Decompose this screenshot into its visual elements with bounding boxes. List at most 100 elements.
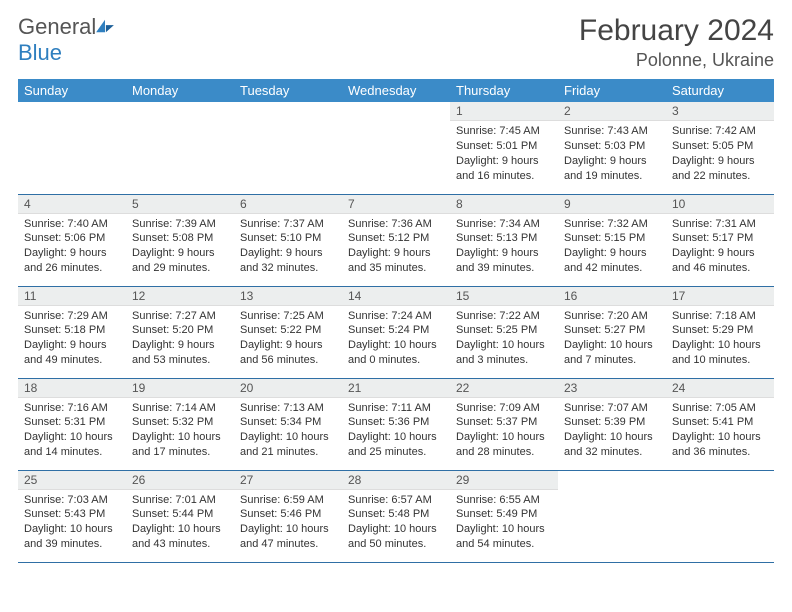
day-header: Tuesday bbox=[234, 79, 342, 102]
calendar-cell: 18Sunrise: 7:16 AMSunset: 5:31 PMDayligh… bbox=[18, 378, 126, 470]
day-details: Sunrise: 7:18 AMSunset: 5:29 PMDaylight:… bbox=[666, 306, 774, 372]
day-number: 8 bbox=[450, 195, 558, 214]
day-details: Sunrise: 7:13 AMSunset: 5:34 PMDaylight:… bbox=[234, 398, 342, 464]
calendar-cell: 12Sunrise: 7:27 AMSunset: 5:20 PMDayligh… bbox=[126, 286, 234, 378]
calendar-table: Sunday Monday Tuesday Wednesday Thursday… bbox=[18, 79, 774, 563]
day-details: Sunrise: 6:55 AMSunset: 5:49 PMDaylight:… bbox=[450, 490, 558, 556]
day-number: 21 bbox=[342, 379, 450, 398]
day-details: Sunrise: 6:59 AMSunset: 5:46 PMDaylight:… bbox=[234, 490, 342, 556]
day-number: 12 bbox=[126, 287, 234, 306]
calendar-cell: 4Sunrise: 7:40 AMSunset: 5:06 PMDaylight… bbox=[18, 194, 126, 286]
day-number: 4 bbox=[18, 195, 126, 214]
day-number: 27 bbox=[234, 471, 342, 490]
day-details: Sunrise: 7:34 AMSunset: 5:13 PMDaylight:… bbox=[450, 214, 558, 280]
day-details: Sunrise: 7:40 AMSunset: 5:06 PMDaylight:… bbox=[18, 214, 126, 280]
calendar-cell: .. bbox=[18, 102, 126, 194]
calendar-cell: 28Sunrise: 6:57 AMSunset: 5:48 PMDayligh… bbox=[342, 470, 450, 562]
logo: General Blue bbox=[18, 14, 116, 66]
calendar-cell: .. bbox=[558, 470, 666, 562]
calendar-body: ........1Sunrise: 7:45 AMSunset: 5:01 PM… bbox=[18, 102, 774, 562]
day-number: 20 bbox=[234, 379, 342, 398]
calendar-cell: 21Sunrise: 7:11 AMSunset: 5:36 PMDayligh… bbox=[342, 378, 450, 470]
calendar-cell: 25Sunrise: 7:03 AMSunset: 5:43 PMDayligh… bbox=[18, 470, 126, 562]
day-details: Sunrise: 7:32 AMSunset: 5:15 PMDaylight:… bbox=[558, 214, 666, 280]
calendar-cell: 27Sunrise: 6:59 AMSunset: 5:46 PMDayligh… bbox=[234, 470, 342, 562]
calendar-cell: 11Sunrise: 7:29 AMSunset: 5:18 PMDayligh… bbox=[18, 286, 126, 378]
day-details: Sunrise: 6:57 AMSunset: 5:48 PMDaylight:… bbox=[342, 490, 450, 556]
day-details: Sunrise: 7:16 AMSunset: 5:31 PMDaylight:… bbox=[18, 398, 126, 464]
calendar-cell: 13Sunrise: 7:25 AMSunset: 5:22 PMDayligh… bbox=[234, 286, 342, 378]
day-details: Sunrise: 7:11 AMSunset: 5:36 PMDaylight:… bbox=[342, 398, 450, 464]
day-number: 10 bbox=[666, 195, 774, 214]
day-details: Sunrise: 7:20 AMSunset: 5:27 PMDaylight:… bbox=[558, 306, 666, 372]
calendar-cell: 1Sunrise: 7:45 AMSunset: 5:01 PMDaylight… bbox=[450, 102, 558, 194]
calendar-cell: 16Sunrise: 7:20 AMSunset: 5:27 PMDayligh… bbox=[558, 286, 666, 378]
day-details: Sunrise: 7:31 AMSunset: 5:17 PMDaylight:… bbox=[666, 214, 774, 280]
day-number: 19 bbox=[126, 379, 234, 398]
calendar-cell: .. bbox=[234, 102, 342, 194]
calendar-header-row: Sunday Monday Tuesday Wednesday Thursday… bbox=[18, 79, 774, 102]
day-header: Wednesday bbox=[342, 79, 450, 102]
day-details: Sunrise: 7:45 AMSunset: 5:01 PMDaylight:… bbox=[450, 121, 558, 187]
calendar-cell: 10Sunrise: 7:31 AMSunset: 5:17 PMDayligh… bbox=[666, 194, 774, 286]
day-number: 29 bbox=[450, 471, 558, 490]
calendar-cell: .. bbox=[666, 470, 774, 562]
day-details: Sunrise: 7:24 AMSunset: 5:24 PMDaylight:… bbox=[342, 306, 450, 372]
day-header: Sunday bbox=[18, 79, 126, 102]
day-number: 23 bbox=[558, 379, 666, 398]
calendar-cell: 3Sunrise: 7:42 AMSunset: 5:05 PMDaylight… bbox=[666, 102, 774, 194]
day-details: Sunrise: 7:42 AMSunset: 5:05 PMDaylight:… bbox=[666, 121, 774, 187]
calendar-cell: 17Sunrise: 7:18 AMSunset: 5:29 PMDayligh… bbox=[666, 286, 774, 378]
day-number: 9 bbox=[558, 195, 666, 214]
day-details: Sunrise: 7:29 AMSunset: 5:18 PMDaylight:… bbox=[18, 306, 126, 372]
day-details: Sunrise: 7:01 AMSunset: 5:44 PMDaylight:… bbox=[126, 490, 234, 556]
day-number: 6 bbox=[234, 195, 342, 214]
day-number: 16 bbox=[558, 287, 666, 306]
day-number: 28 bbox=[342, 471, 450, 490]
day-number: 22 bbox=[450, 379, 558, 398]
day-header: Saturday bbox=[666, 79, 774, 102]
day-details: Sunrise: 7:36 AMSunset: 5:12 PMDaylight:… bbox=[342, 214, 450, 280]
calendar-cell: 9Sunrise: 7:32 AMSunset: 5:15 PMDaylight… bbox=[558, 194, 666, 286]
day-details: Sunrise: 7:05 AMSunset: 5:41 PMDaylight:… bbox=[666, 398, 774, 464]
day-details: Sunrise: 7:14 AMSunset: 5:32 PMDaylight:… bbox=[126, 398, 234, 464]
day-number: 7 bbox=[342, 195, 450, 214]
day-header: Monday bbox=[126, 79, 234, 102]
day-number: 5 bbox=[126, 195, 234, 214]
day-details: Sunrise: 7:25 AMSunset: 5:22 PMDaylight:… bbox=[234, 306, 342, 372]
day-number: 26 bbox=[126, 471, 234, 490]
day-number: 3 bbox=[666, 102, 774, 121]
location: Polonne, Ukraine bbox=[579, 50, 774, 71]
day-number: 24 bbox=[666, 379, 774, 398]
day-details: Sunrise: 7:37 AMSunset: 5:10 PMDaylight:… bbox=[234, 214, 342, 280]
calendar-cell: 19Sunrise: 7:14 AMSunset: 5:32 PMDayligh… bbox=[126, 378, 234, 470]
day-details: Sunrise: 7:07 AMSunset: 5:39 PMDaylight:… bbox=[558, 398, 666, 464]
title-block: February 2024 Polonne, Ukraine bbox=[579, 14, 774, 71]
month-title: February 2024 bbox=[579, 14, 774, 48]
calendar-cell: 14Sunrise: 7:24 AMSunset: 5:24 PMDayligh… bbox=[342, 286, 450, 378]
day-details: Sunrise: 7:27 AMSunset: 5:20 PMDaylight:… bbox=[126, 306, 234, 372]
page-header: General Blue February 2024 Polonne, Ukra… bbox=[18, 14, 774, 71]
day-details: Sunrise: 7:03 AMSunset: 5:43 PMDaylight:… bbox=[18, 490, 126, 556]
day-number: 15 bbox=[450, 287, 558, 306]
logo-word-1: General bbox=[18, 14, 96, 39]
day-number: 2 bbox=[558, 102, 666, 121]
logo-text: General Blue bbox=[18, 14, 116, 66]
calendar-cell: 22Sunrise: 7:09 AMSunset: 5:37 PMDayligh… bbox=[450, 378, 558, 470]
calendar-cell: 23Sunrise: 7:07 AMSunset: 5:39 PMDayligh… bbox=[558, 378, 666, 470]
calendar-cell: 8Sunrise: 7:34 AMSunset: 5:13 PMDaylight… bbox=[450, 194, 558, 286]
logo-word-2: Blue bbox=[18, 40, 62, 65]
calendar-cell: .. bbox=[342, 102, 450, 194]
calendar-cell: 15Sunrise: 7:22 AMSunset: 5:25 PMDayligh… bbox=[450, 286, 558, 378]
calendar-cell: .. bbox=[126, 102, 234, 194]
calendar-cell: 7Sunrise: 7:36 AMSunset: 5:12 PMDaylight… bbox=[342, 194, 450, 286]
day-header: Thursday bbox=[450, 79, 558, 102]
calendar-cell: 6Sunrise: 7:37 AMSunset: 5:10 PMDaylight… bbox=[234, 194, 342, 286]
day-details: Sunrise: 7:43 AMSunset: 5:03 PMDaylight:… bbox=[558, 121, 666, 187]
calendar-cell: 2Sunrise: 7:43 AMSunset: 5:03 PMDaylight… bbox=[558, 102, 666, 194]
day-number: 25 bbox=[18, 471, 126, 490]
day-number: 11 bbox=[18, 287, 126, 306]
day-details: Sunrise: 7:39 AMSunset: 5:08 PMDaylight:… bbox=[126, 214, 234, 280]
day-number: 17 bbox=[666, 287, 774, 306]
day-number: 1 bbox=[450, 102, 558, 121]
